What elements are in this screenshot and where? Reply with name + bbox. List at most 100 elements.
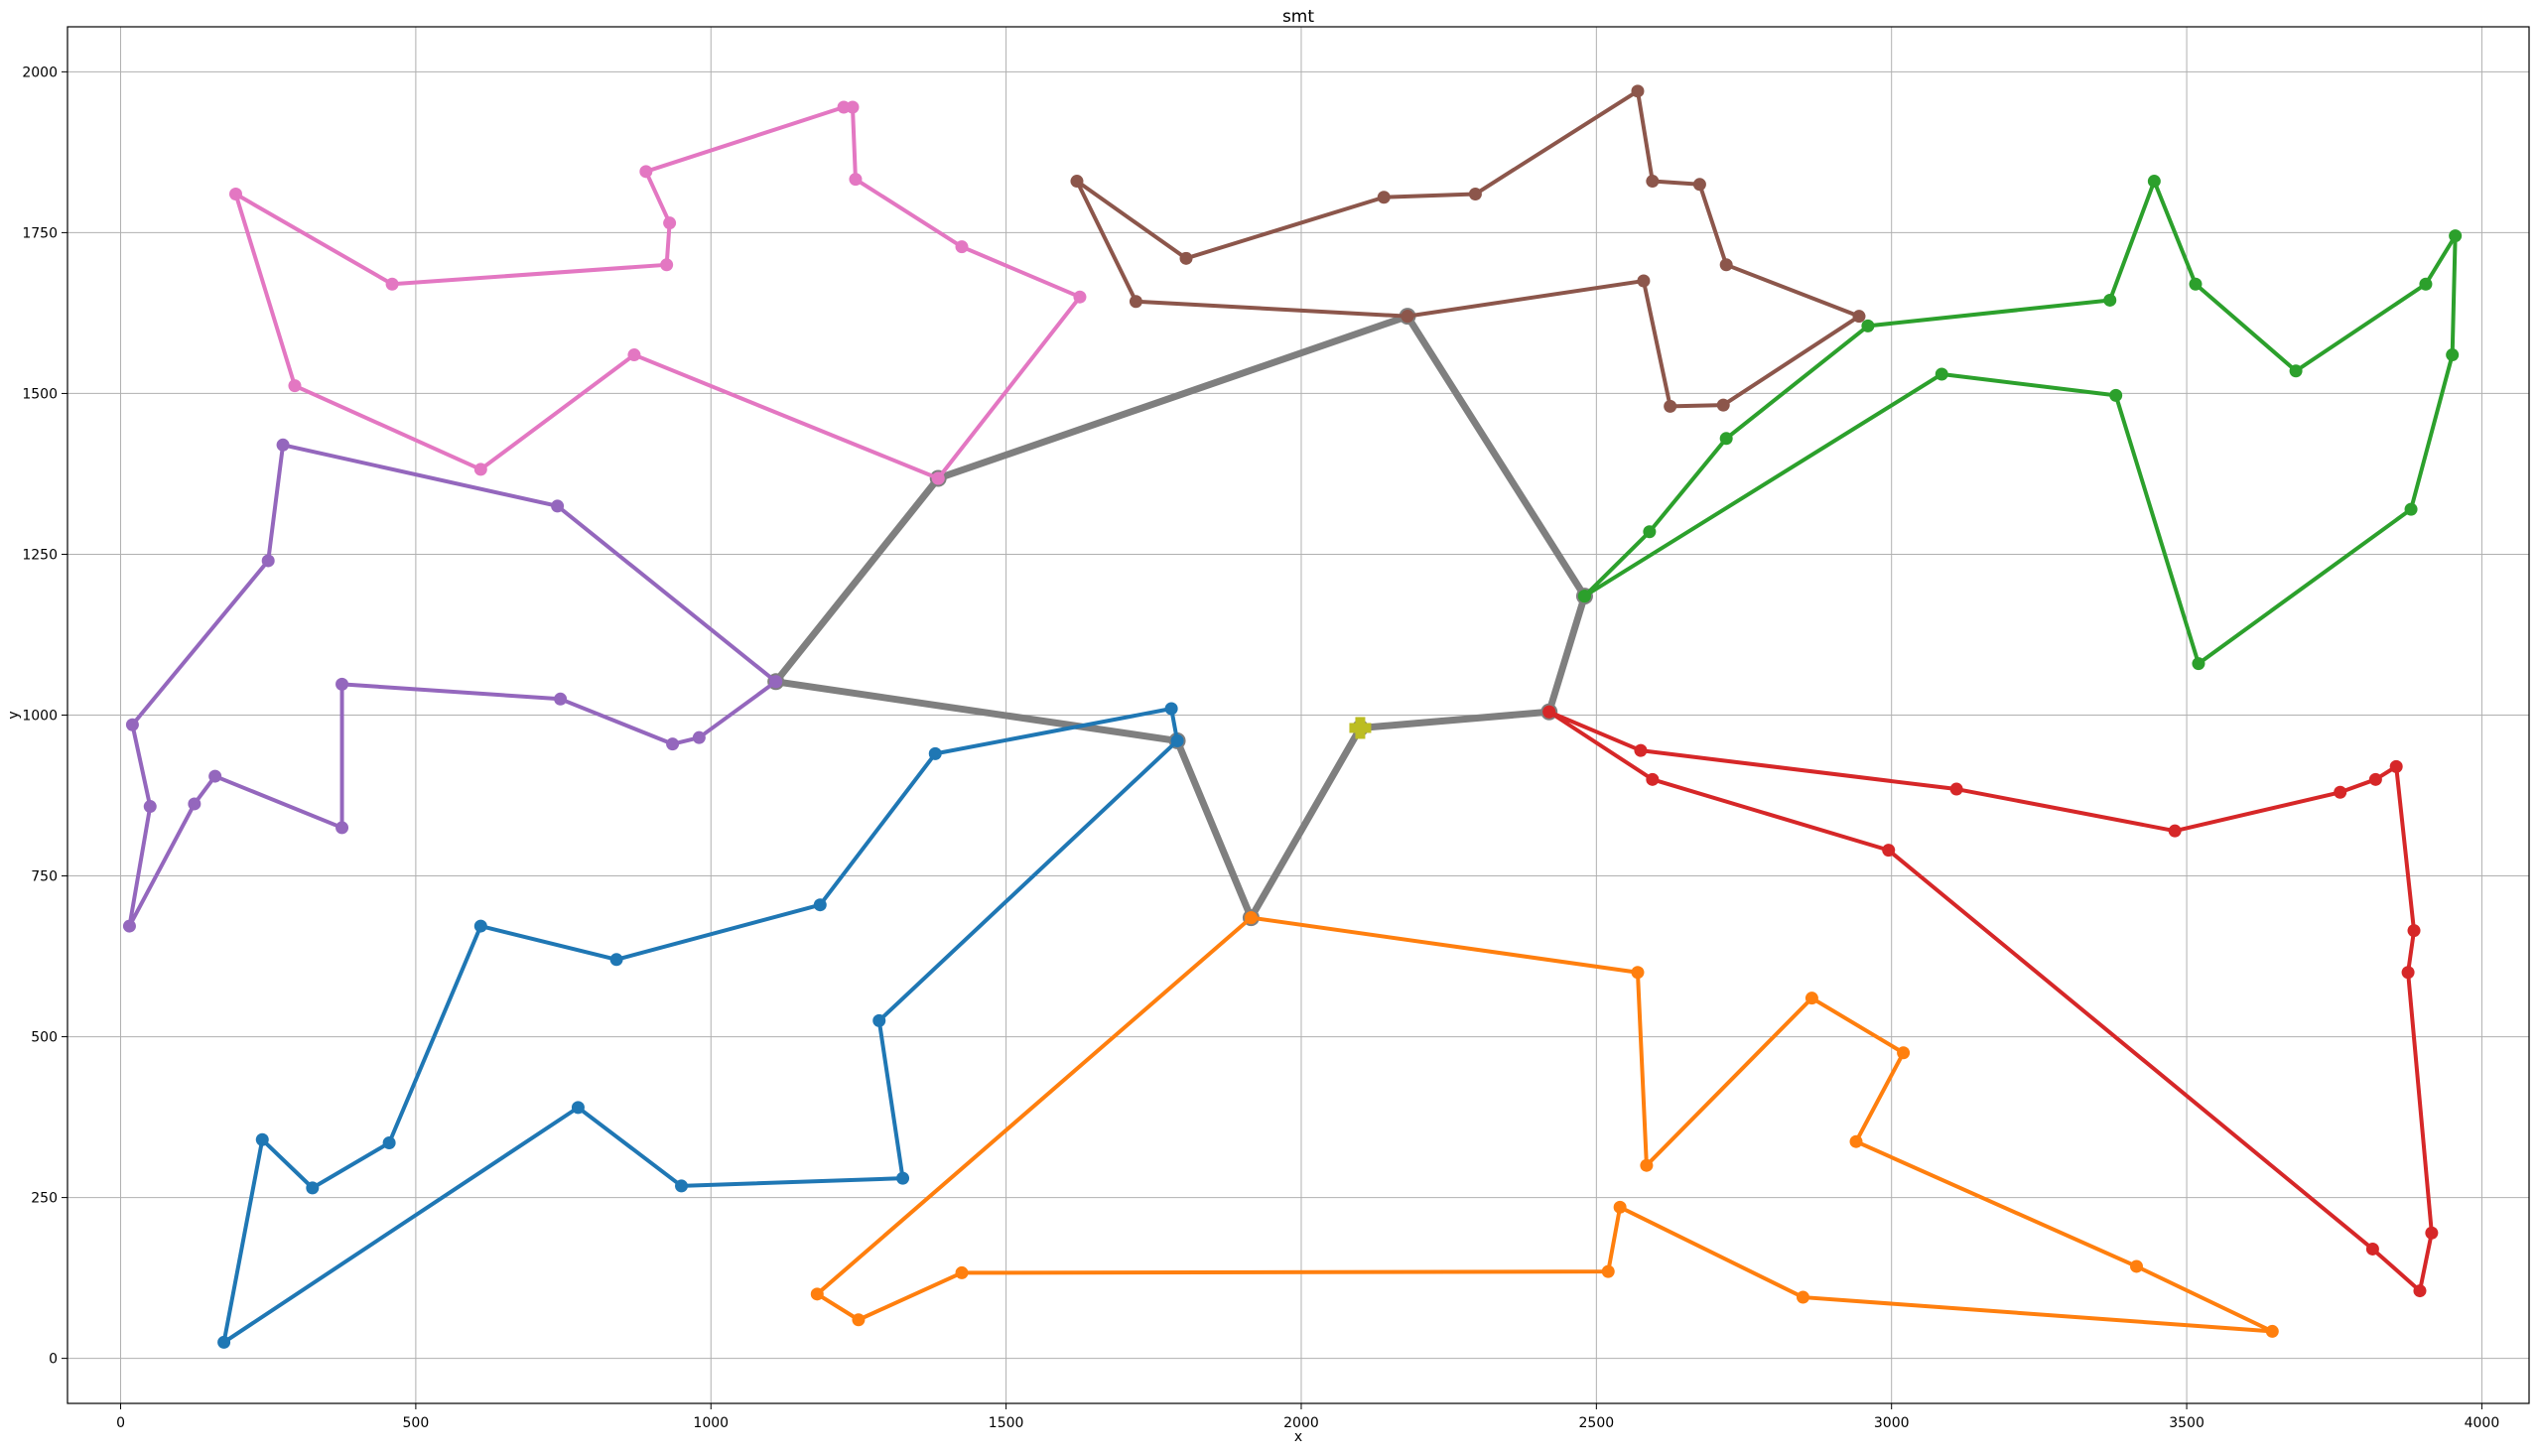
data-point: [571, 1101, 585, 1115]
data-point: [1542, 705, 1556, 719]
data-point: [660, 258, 674, 272]
data-point: [2365, 1242, 2379, 1256]
data-point: [473, 463, 487, 476]
ticks: 0 500 1000 1500 2000 2500 3000 3500 4000 0 250 500 7…: [22, 65, 2499, 1431]
data-point: [1634, 743, 1648, 757]
y-axis-label: y: [6, 711, 22, 719]
data-point: [2404, 502, 2418, 516]
tree-edge: [1356, 708, 1553, 731]
y-tick-label: 1500: [22, 386, 58, 402]
x-axis-label: x: [1294, 1429, 1302, 1445]
data-point: [208, 769, 222, 783]
data-point: [255, 1132, 269, 1146]
data-point: [1897, 1046, 1911, 1060]
data-point: [1637, 274, 1651, 288]
y-tick-label: 750: [31, 869, 58, 885]
data-point: [2425, 1226, 2439, 1240]
data-point: [1640, 1158, 1654, 1172]
data-point: [1861, 319, 1875, 332]
series-1: [810, 911, 2279, 1338]
data-point: [666, 737, 680, 751]
data-point: [769, 675, 783, 689]
source-marker-v: [1355, 717, 1366, 739]
data-point: [609, 953, 623, 967]
series-5: [1070, 84, 1866, 413]
data-point: [2147, 175, 2161, 189]
x-tick-label: 3000: [1874, 1415, 1910, 1431]
data-point: [188, 797, 201, 811]
data-point: [276, 438, 290, 452]
data-point: [2401, 966, 2415, 980]
data-point: [335, 677, 349, 691]
data-point: [554, 692, 568, 706]
x-tick-label: 3500: [2169, 1415, 2205, 1431]
data-point: [1849, 1134, 1863, 1148]
data-point: [2413, 1284, 2427, 1298]
data-point: [306, 1181, 320, 1195]
data-point: [1949, 782, 1963, 796]
x-tick-label: 1000: [693, 1415, 729, 1431]
data-point: [2368, 772, 2382, 786]
data-point: [1719, 432, 1733, 446]
x-tick-label: 2500: [1579, 1415, 1615, 1431]
series-4: [122, 438, 783, 933]
tree-edge: [1173, 736, 1255, 922]
data-point: [627, 348, 641, 362]
data-point: [896, 1171, 910, 1185]
data-point: [849, 173, 863, 187]
x-tick-label: 0: [116, 1415, 125, 1431]
data-point: [217, 1335, 231, 1349]
data-point: [1170, 733, 1184, 747]
data-point: [872, 1013, 886, 1027]
data-point: [1401, 310, 1414, 324]
y-tick-label: 500: [31, 1030, 58, 1046]
data-point: [1164, 702, 1178, 716]
data-point: [1935, 367, 1948, 381]
x-tick-label: 500: [403, 1415, 430, 1431]
x-tick-label: 4000: [2465, 1415, 2500, 1431]
series-2: [1577, 175, 2463, 671]
data-point: [1073, 290, 1087, 304]
data-point: [288, 379, 302, 393]
data-point: [2289, 364, 2303, 378]
data-point: [1719, 258, 1733, 272]
data-point: [1646, 175, 1660, 189]
data-point: [385, 277, 399, 291]
source-point-group: [1349, 717, 1372, 739]
data-point: [1631, 84, 1645, 98]
data-point: [2109, 388, 2123, 402]
series-6: [228, 100, 1087, 485]
data-point: [846, 100, 860, 114]
data-point: [2103, 293, 2117, 307]
data-point: [1882, 844, 1896, 858]
tree-edge: [1247, 724, 1364, 922]
data-point: [1244, 911, 1258, 925]
data-point: [1643, 525, 1657, 539]
data-point: [1613, 1200, 1627, 1214]
data-point: [675, 1179, 689, 1193]
data-point: [1377, 191, 1391, 204]
x-tick-label: 1500: [989, 1415, 1024, 1431]
data-point: [1692, 178, 1706, 192]
data-point: [955, 1265, 969, 1279]
y-tick-label: 1750: [22, 225, 58, 241]
series-line: [1583, 179, 2458, 666]
data-point: [1646, 772, 1660, 786]
data-point: [2334, 785, 2347, 799]
data-point: [382, 1136, 396, 1150]
data-point: [335, 821, 349, 835]
grid: [67, 27, 2529, 1403]
data-point: [2446, 348, 2460, 362]
data-point: [1129, 295, 1142, 309]
data-point: [692, 730, 706, 744]
data-point: [261, 554, 275, 568]
data-point: [2449, 229, 2463, 243]
tree-edge: [772, 474, 942, 686]
data-point: [1664, 399, 1677, 413]
data-point: [1468, 188, 1482, 201]
data-point: [1631, 966, 1645, 980]
data-point: [2192, 657, 2205, 671]
data-point: [2130, 1259, 2144, 1273]
